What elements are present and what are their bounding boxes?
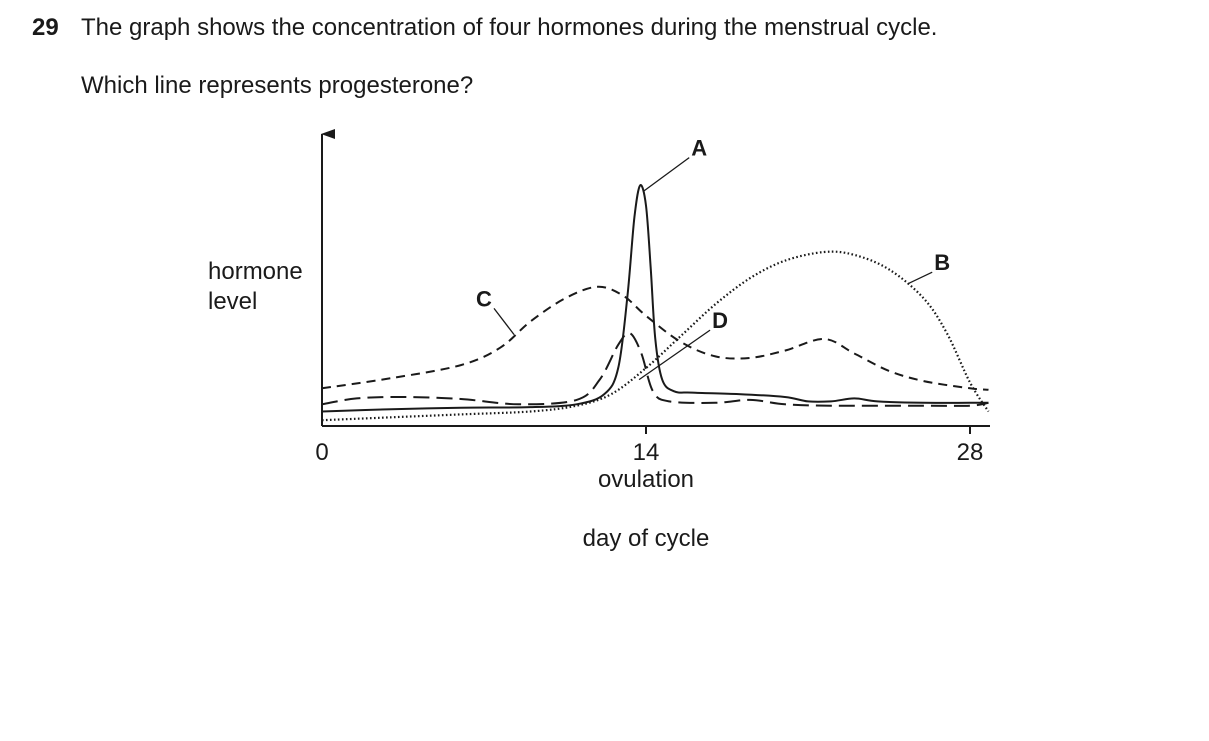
leader-line-b bbox=[907, 271, 933, 285]
x-ticks: 0 14 28 bbox=[315, 426, 983, 466]
x-tick-label-0: 0 bbox=[315, 439, 328, 466]
x-tick-label-14: 14 bbox=[633, 439, 660, 466]
y-axis-label-line-1: hormone bbox=[208, 258, 303, 285]
series-lines bbox=[321, 184, 990, 422]
question-text: The graph shows the concentration of fou… bbox=[81, 14, 938, 41]
series-line-a bbox=[321, 184, 989, 413]
series-line-b bbox=[321, 250, 990, 422]
ovulation-annotation: ovulation bbox=[598, 466, 694, 493]
question-prompt: Which line represents progesterone? bbox=[81, 72, 474, 99]
series-line-c bbox=[321, 285, 989, 391]
x-tick-label-28: 28 bbox=[957, 439, 984, 466]
line-label-b: B bbox=[934, 250, 950, 275]
y-axis-label-line-2: level bbox=[208, 288, 257, 315]
series-line-d bbox=[321, 331, 989, 407]
line-label-c: C bbox=[476, 286, 492, 311]
x-axis-label: day of cycle bbox=[583, 525, 710, 552]
question-number: 29 bbox=[32, 14, 59, 41]
label-leaders bbox=[493, 157, 933, 381]
leader-line-c bbox=[493, 308, 515, 336]
line-label-d: D bbox=[712, 308, 728, 333]
axes bbox=[321, 129, 990, 427]
leader-line-d bbox=[638, 329, 711, 381]
line-label-a: A bbox=[691, 136, 707, 161]
leader-line-a bbox=[643, 157, 690, 192]
line-labels: A B C D bbox=[476, 136, 950, 334]
